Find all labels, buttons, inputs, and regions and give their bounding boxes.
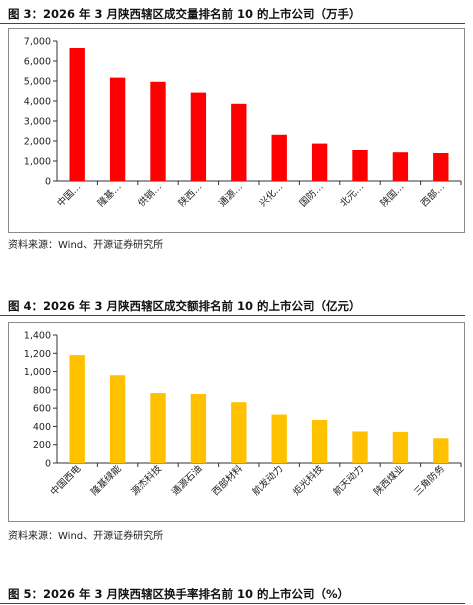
y-tick-label: 0 [45, 459, 51, 470]
bar [190, 92, 207, 181]
source-4: 资料来源：Wind、开源证券研究所 [8, 531, 164, 542]
y-tick-label: 1,000 [24, 157, 51, 168]
bar [433, 153, 449, 181]
chart-4-box: 0 200 400 600 800 1,000 1,200 1,400 中国西电 隆基绿能 源杰科技… [8, 322, 465, 522]
x-tick-label: 国防… [297, 181, 326, 210]
y-tick-label: 3,000 [24, 117, 51, 128]
chart-3-box: 0 1,000 2,000 3,000 4,000 5,000 6,000 7,000 中国… 隆… [8, 28, 465, 233]
source-3: 资料来源：Wind、开源证券研究所 [8, 240, 164, 251]
bar [109, 77, 126, 181]
x-tick-label: 炬光科技 [290, 462, 326, 498]
x-tick-label: 北元… [338, 181, 366, 209]
bar [150, 393, 166, 463]
x-tick-label: 供销… [135, 181, 164, 210]
y-tick-label: 4,000 [24, 97, 51, 108]
figure-5-title: 图 5：2026 年 3 月陕西辖区换手率排名前 10 的上市公司（%） [0, 584, 465, 604]
x-tick-label: 隆基… [95, 181, 124, 210]
x-tick-label: 航天动力 [331, 463, 366, 498]
y-tick-label: 1,200 [24, 349, 51, 360]
y-tick-label: 400 [33, 422, 51, 433]
x-tick-label: 陕西… [176, 181, 205, 210]
bar [352, 431, 368, 463]
x-tick-label: 三角防务 [412, 462, 448, 498]
bar [150, 81, 166, 181]
x-tick-label: 陕国… [378, 181, 407, 210]
y-tick-label: 600 [33, 404, 51, 415]
figure-4-title: 图 4：2026 年 3 月陕西辖区成交额排名前 10 的上市公司（亿元） [0, 296, 465, 316]
x-tick-label: 西部… [418, 181, 447, 210]
x-tick-label: 中国西电 [48, 462, 84, 498]
x-tick-label: 西部材料 [210, 462, 246, 498]
x-tick-label: 陕西煤业 [371, 463, 406, 498]
y-tick-label: 5,000 [24, 77, 51, 88]
x-tick-label: 隆基绿能 [88, 462, 124, 498]
bar [69, 355, 85, 463]
x-tick-label: 中国… [55, 181, 84, 210]
x-tick-label: 通源石油 [169, 463, 204, 498]
bar [190, 393, 207, 463]
y-tick-label: 200 [33, 440, 51, 451]
bar [352, 150, 368, 181]
y-tick-label: 7,000 [24, 37, 51, 48]
x-tick-label: 航发动力 [250, 463, 285, 498]
x-tick-label: 源杰科技 [129, 462, 165, 498]
bar [271, 414, 287, 463]
bar [231, 103, 247, 181]
x-tick-label: 通源… [217, 181, 245, 209]
figure-3-title: 图 3：2026 年 3 月陕西辖区成交量排名前 10 的上市公司（万手） [0, 4, 465, 24]
y-tick-label: 800 [33, 385, 51, 396]
y-tick-label: 1,000 [24, 367, 51, 378]
chart-4-turnover: 0 200 400 600 800 1,000 1,200 1,400 中国西电 隆基绿能 源杰科技… [24, 331, 462, 498]
bar [69, 48, 85, 181]
bar [311, 420, 328, 463]
y-tick-label: 1,400 [24, 331, 51, 342]
bar [109, 375, 126, 463]
chart-3-volume: 0 1,000 2,000 3,000 4,000 5,000 6,000 7,000 中国… 隆… [24, 37, 462, 210]
y-tick-label: 6,000 [24, 57, 51, 68]
bar [231, 402, 247, 463]
y-tick-label: 0 [45, 177, 51, 188]
y-tick-label: 2,000 [24, 137, 51, 148]
bar [392, 431, 409, 463]
bar [392, 152, 409, 181]
x-tick-label: 兴化… [257, 181, 286, 210]
bar [433, 438, 449, 463]
bar [311, 143, 328, 181]
bar [271, 134, 287, 181]
